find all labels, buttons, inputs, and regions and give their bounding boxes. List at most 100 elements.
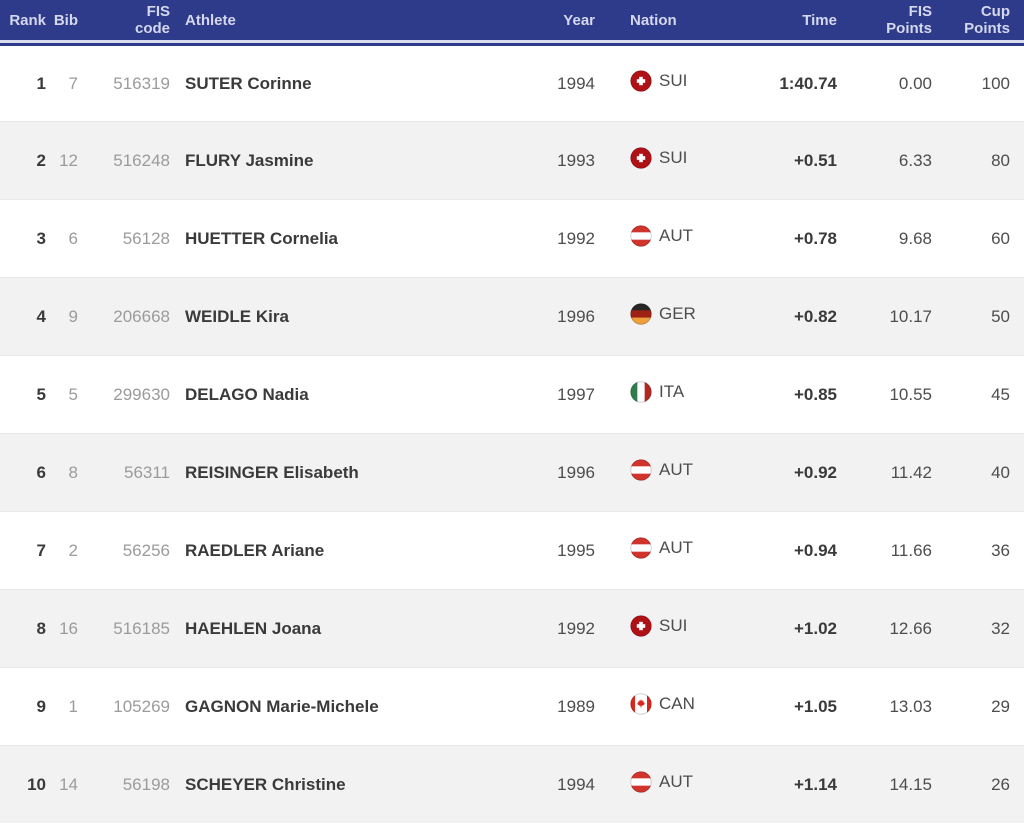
table-row[interactable]: 8 16 516185 HAEHLEN Joana 1992 SUI +1.02… (0, 589, 1024, 667)
table-row[interactable]: 5 5 299630 DELAGO Nadia 1997 ITA +0.85 1… (0, 355, 1024, 433)
nation-code: SUI (659, 616, 688, 635)
rank-value: 9 (0, 667, 46, 745)
table-row[interactable]: 4 9 206668 WEIDLE Kira 1996 GER +0.82 10… (0, 277, 1024, 355)
bib-value: 7 (46, 43, 78, 121)
cup-points-value: 60 (932, 199, 1024, 277)
nation-code: CAN (659, 694, 695, 713)
fis-points-value: 14.15 (837, 745, 932, 823)
nation-code: AUT (659, 226, 693, 245)
year-value: 1994 (515, 745, 595, 823)
nation-cell: SUI (595, 589, 738, 667)
time-value: +0.82 (738, 277, 837, 355)
athlete-name: WEIDLE Kira (170, 277, 515, 355)
table-row[interactable]: 6 8 56311 REISINGER Elisabeth 1996 AUT +… (0, 433, 1024, 511)
nation-code: AUT (659, 538, 693, 557)
nation-cell: SUI (595, 121, 738, 199)
table-row[interactable]: 3 6 56128 HUETTER Cornelia 1992 AUT +0.7… (0, 199, 1024, 277)
column-header-fis-code: FIS code (78, 0, 170, 43)
flag-icon-aut (630, 537, 652, 559)
nation-code: AUT (659, 460, 693, 479)
cup-points-value: 29 (932, 667, 1024, 745)
fis-points-value: 12.66 (837, 589, 932, 667)
bib-value: 8 (46, 433, 78, 511)
time-value: +1.05 (738, 667, 837, 745)
nation-code: ITA (659, 382, 685, 401)
time-value: +0.94 (738, 511, 837, 589)
flag-icon-aut (630, 771, 652, 793)
fis-points-value: 11.66 (837, 511, 932, 589)
rank-value: 5 (0, 355, 46, 433)
cup-points-value: 32 (932, 589, 1024, 667)
nation-cell: CAN (595, 667, 738, 745)
athlete-name: REISINGER Elisabeth (170, 433, 515, 511)
column-header-rank: Rank (0, 0, 46, 43)
flag-icon-sui (630, 147, 652, 169)
cup-points-value: 40 (932, 433, 1024, 511)
bib-value: 2 (46, 511, 78, 589)
table-row[interactable]: 2 12 516248 FLURY Jasmine 1993 SUI +0.51… (0, 121, 1024, 199)
bib-value: 14 (46, 745, 78, 823)
flag-icon-aut (630, 459, 652, 481)
column-header-bib: Bib (46, 0, 78, 43)
bib-value: 6 (46, 199, 78, 277)
nation-cell: AUT (595, 199, 738, 277)
time-value: +0.85 (738, 355, 837, 433)
time-value: +0.78 (738, 199, 837, 277)
fis-points-value: 10.17 (837, 277, 932, 355)
table-row[interactable]: 7 2 56256 RAEDLER Ariane 1995 AUT +0.94 … (0, 511, 1024, 589)
nation-cell: ITA (595, 355, 738, 433)
flag-icon-aut (630, 225, 652, 247)
time-value: 1:40.74 (738, 43, 837, 121)
nation-code: GER (659, 304, 696, 323)
fis-points-value: 11.42 (837, 433, 932, 511)
fis-code-value: 105269 (78, 667, 170, 745)
rank-value: 10 (0, 745, 46, 823)
athlete-name: FLURY Jasmine (170, 121, 515, 199)
cup-points-value: 26 (932, 745, 1024, 823)
table-header: Rank Bib FIS code Athlete Year Nation Ti… (0, 0, 1024, 43)
time-value: +0.51 (738, 121, 837, 199)
bib-value: 12 (46, 121, 78, 199)
nation-cell: GER (595, 277, 738, 355)
fis-code-value: 299630 (78, 355, 170, 433)
fis-points-value: 0.00 (837, 43, 932, 121)
column-header-year: Year (515, 0, 595, 43)
column-header-athlete: Athlete (170, 0, 515, 43)
flag-icon-can (630, 693, 652, 715)
table-row[interactable]: 10 14 56198 SCHEYER Christine 1994 AUT +… (0, 745, 1024, 823)
nation-code: AUT (659, 772, 693, 791)
rank-value: 8 (0, 589, 46, 667)
fis-code-value: 516185 (78, 589, 170, 667)
year-value: 1996 (515, 433, 595, 511)
fis-code-value: 56128 (78, 199, 170, 277)
table-row[interactable]: 1 7 516319 SUTER Corinne 1994 SUI 1:40.7… (0, 43, 1024, 121)
year-value: 1992 (515, 199, 595, 277)
time-value: +1.14 (738, 745, 837, 823)
table-row[interactable]: 9 1 105269 GAGNON Marie-Michele 1989 CAN… (0, 667, 1024, 745)
nation-code: SUI (659, 148, 688, 167)
flag-icon-ita (630, 381, 652, 403)
nation-code: SUI (659, 71, 688, 90)
fis-code-value: 516319 (78, 43, 170, 121)
time-value: +1.02 (738, 589, 837, 667)
fis-points-value: 9.68 (837, 199, 932, 277)
athlete-name: SUTER Corinne (170, 43, 515, 121)
header-row: Rank Bib FIS code Athlete Year Nation Ti… (0, 0, 1024, 43)
cup-points-value: 100 (932, 43, 1024, 121)
table-body: 1 7 516319 SUTER Corinne 1994 SUI 1:40.7… (0, 43, 1024, 823)
year-value: 1993 (515, 121, 595, 199)
time-value: +0.92 (738, 433, 837, 511)
rank-value: 7 (0, 511, 46, 589)
rank-value: 6 (0, 433, 46, 511)
athlete-name: SCHEYER Christine (170, 745, 515, 823)
athlete-name: RAEDLER Ariane (170, 511, 515, 589)
year-value: 1994 (515, 43, 595, 121)
fis-code-value: 206668 (78, 277, 170, 355)
year-value: 1995 (515, 511, 595, 589)
athlete-name: HUETTER Cornelia (170, 199, 515, 277)
bib-value: 16 (46, 589, 78, 667)
year-value: 1992 (515, 589, 595, 667)
flag-icon-sui (630, 70, 652, 92)
cup-points-value: 80 (932, 121, 1024, 199)
